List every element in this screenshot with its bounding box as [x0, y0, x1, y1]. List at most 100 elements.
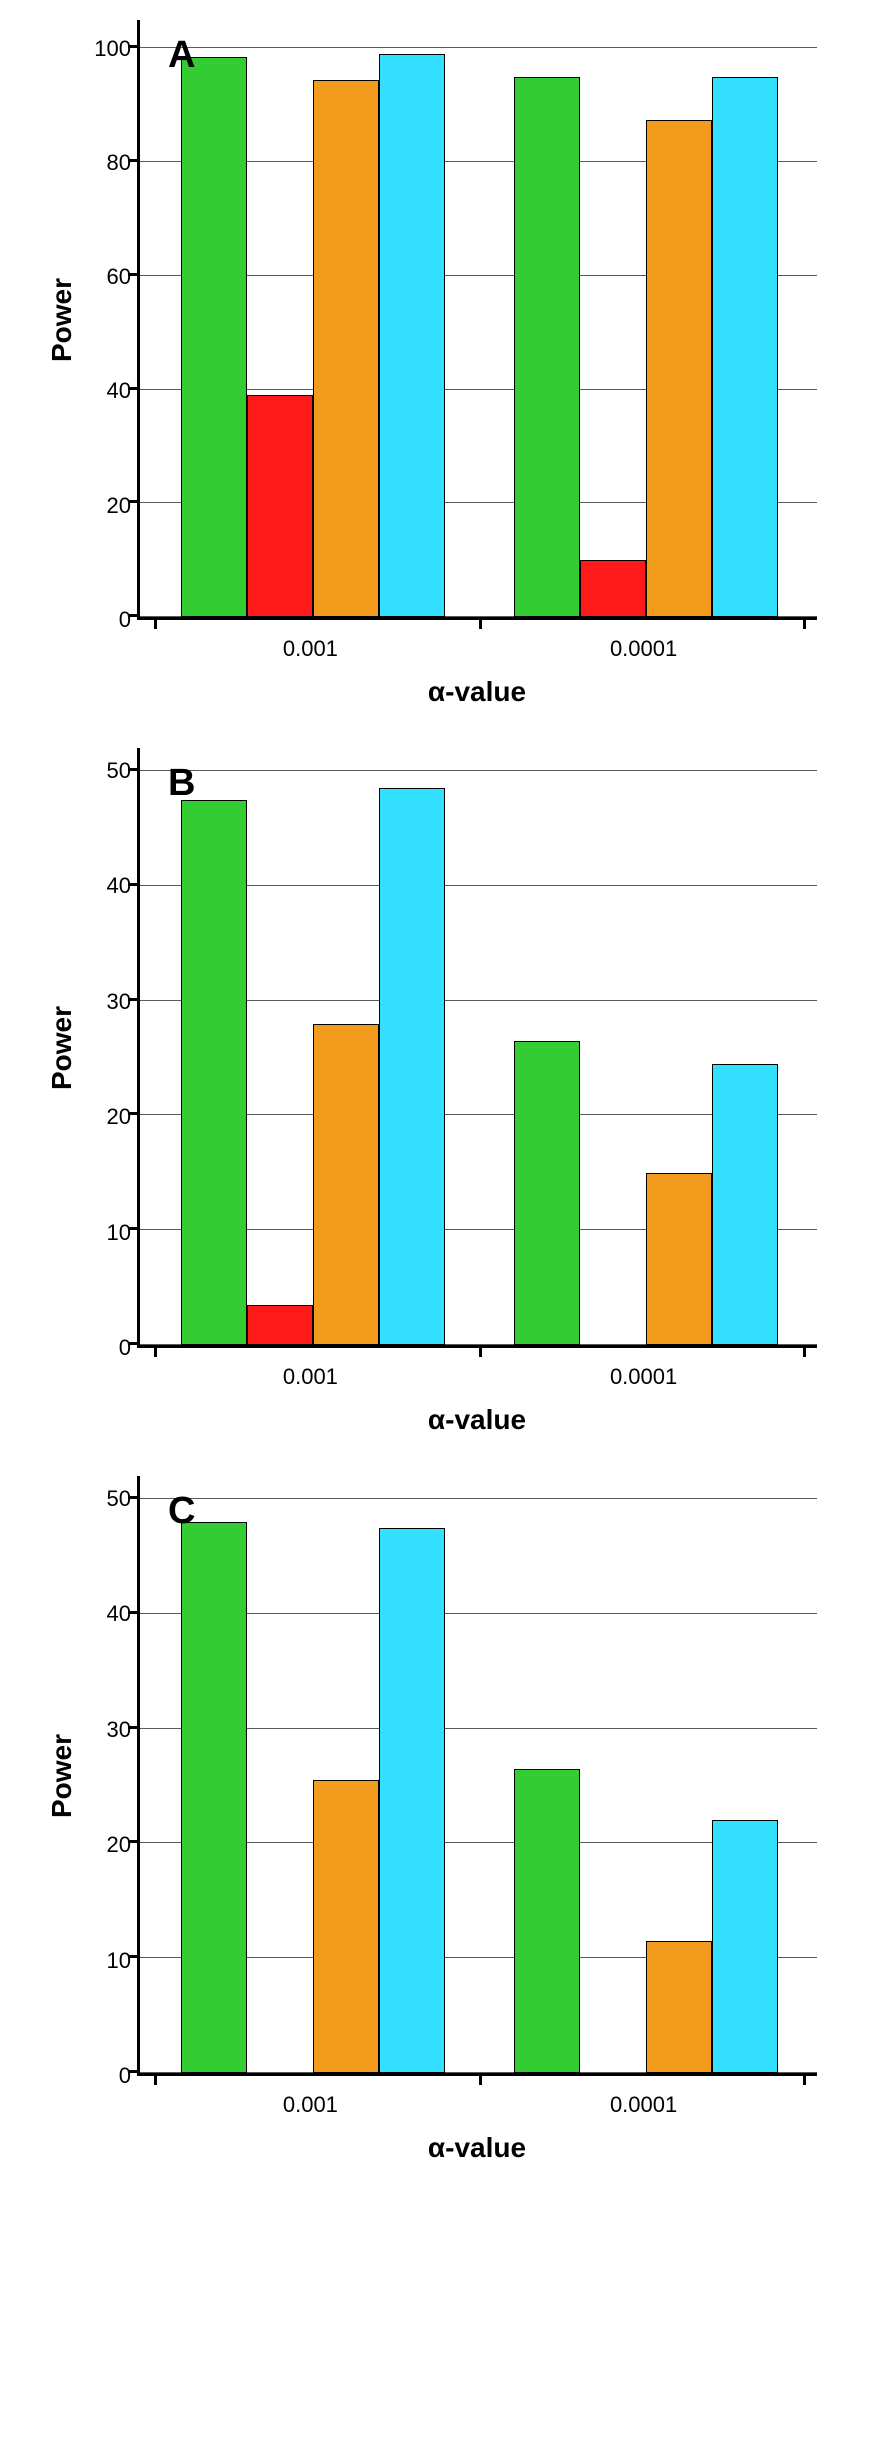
x-tick-mark	[803, 2073, 806, 2085]
bar	[712, 1820, 778, 2073]
x-tick-label-row: 0.001 0.0001	[137, 636, 817, 670]
y-axis-label-wrap: Power	[37, 748, 87, 1348]
bar-group	[181, 788, 445, 1345]
bar	[379, 788, 445, 1345]
y-tick-label: 20	[107, 1832, 131, 1858]
x-tick-label: 0.001	[283, 2092, 338, 2118]
y-tick-label: 10	[107, 1220, 131, 1246]
bar	[646, 1941, 712, 2073]
y-tick-mark	[128, 614, 140, 617]
x-axis-label: α-value	[137, 1404, 817, 1436]
y-tick-label: 40	[107, 378, 131, 404]
y-tick-label: 60	[107, 264, 131, 290]
x-tick-mark	[803, 1345, 806, 1357]
x-tick-label: 0.001	[283, 636, 338, 662]
plot-outer: C 0.001 0.0001 α-value	[137, 1476, 857, 2164]
bar-group	[514, 1769, 778, 2073]
x-tick-label: 0.0001	[610, 1364, 677, 1390]
y-tick-mark	[128, 883, 140, 886]
y-axis-label: Power	[46, 1734, 78, 1818]
y-tick-mark	[128, 1611, 140, 1614]
plot-area: C	[137, 1476, 817, 2076]
grid-line	[140, 770, 817, 771]
y-tick-mark	[128, 1496, 140, 1499]
y-tick-label: 20	[107, 493, 131, 519]
y-tick-column: 020406080100	[87, 20, 137, 620]
bar	[247, 1305, 313, 1345]
y-tick-mark	[128, 1840, 140, 1843]
plot-area: B	[137, 748, 817, 1348]
y-tick-label: 50	[107, 1486, 131, 1512]
bar	[712, 77, 778, 617]
y-tick-mark	[128, 768, 140, 771]
y-tick-label: 40	[107, 873, 131, 899]
bar	[181, 57, 247, 617]
x-tick-mark	[803, 617, 806, 629]
x-tick-mark	[154, 2073, 157, 2085]
bar	[514, 1769, 580, 2073]
y-tick-mark	[128, 1342, 140, 1345]
plot-area: A	[137, 20, 817, 620]
y-tick-column: 01020304050	[87, 748, 137, 1348]
y-tick-label: 40	[107, 1601, 131, 1627]
plot-outer: B 0.001 0.0001 α-value	[137, 748, 857, 1436]
x-axis-label: α-value	[137, 676, 817, 708]
y-tick-label: 0	[119, 2063, 131, 2089]
bar-group	[514, 77, 778, 617]
y-tick-mark	[128, 500, 140, 503]
panel-letter: A	[168, 34, 195, 77]
y-tick-label: 80	[107, 150, 131, 176]
y-tick-mark	[128, 2070, 140, 2073]
panel-inner: Power01020304050C0.0010.0001α-value	[37, 1476, 857, 2164]
panel-A: Power020406080100A0.0010.0001α-value	[37, 20, 857, 708]
x-tick-mark	[154, 1345, 157, 1357]
panel-letter: C	[168, 1490, 195, 1533]
bar	[580, 560, 646, 617]
bar	[181, 800, 247, 1345]
y-tick-column: 01020304050	[87, 1476, 137, 2076]
bar	[181, 1522, 247, 2073]
y-tick-label: 30	[107, 1717, 131, 1743]
x-axis-label: α-value	[137, 2132, 817, 2164]
y-tick-mark	[128, 1955, 140, 1958]
x-tick-label-row: 0.001 0.0001	[137, 1364, 817, 1398]
y-tick-label: 50	[107, 758, 131, 784]
y-axis-label: Power	[46, 1006, 78, 1090]
y-axis-label-wrap: Power	[37, 1476, 87, 2076]
y-tick-mark	[128, 1227, 140, 1230]
y-tick-mark	[128, 273, 140, 276]
y-tick-mark	[128, 1112, 140, 1115]
bar	[379, 1528, 445, 2073]
y-tick-label: 20	[107, 1104, 131, 1130]
x-tick-mark	[479, 617, 482, 629]
bar	[313, 80, 379, 617]
y-tick-label: 100	[94, 36, 131, 62]
bar	[247, 395, 313, 617]
panel-letter: B	[168, 762, 195, 805]
bar-group	[181, 54, 445, 617]
grid-line	[140, 1498, 817, 1499]
y-tick-label: 0	[119, 607, 131, 633]
x-tick-label: 0.001	[283, 1364, 338, 1390]
y-tick-mark	[128, 159, 140, 162]
bar	[646, 1173, 712, 1345]
bar	[379, 54, 445, 617]
x-tick-mark	[479, 2073, 482, 2085]
panel-B: Power01020304050B0.0010.0001α-value	[37, 748, 857, 1436]
x-tick-label: 0.0001	[610, 636, 677, 662]
chart-page: Power020406080100A0.0010.0001α-valuePowe…	[0, 0, 894, 2244]
grid-line	[140, 47, 817, 48]
bar	[313, 1024, 379, 1345]
bar	[712, 1064, 778, 1345]
panel-C: Power01020304050C0.0010.0001α-value	[37, 1476, 857, 2164]
y-tick-mark	[128, 998, 140, 1001]
x-tick-label-row: 0.001 0.0001	[137, 2092, 817, 2126]
y-tick-label: 0	[119, 1335, 131, 1361]
bar	[646, 120, 712, 618]
panel-inner: Power01020304050B0.0010.0001α-value	[37, 748, 857, 1436]
plot-outer: A 0.001 0.0001 α-value	[137, 20, 857, 708]
bar	[514, 77, 580, 617]
x-tick-label: 0.0001	[610, 2092, 677, 2118]
bar	[514, 1041, 580, 1345]
bar-group	[514, 1041, 778, 1345]
